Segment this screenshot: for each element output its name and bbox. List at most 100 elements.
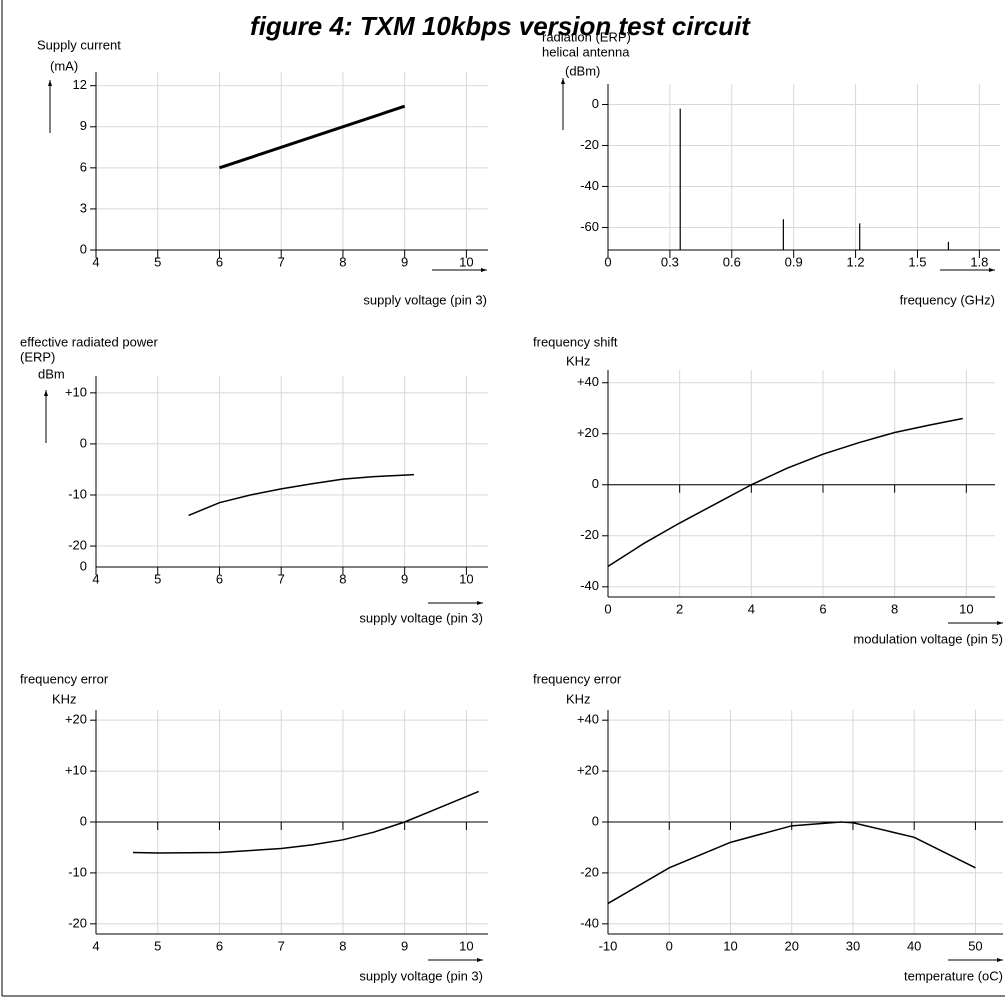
x-tick-label: 2: [676, 601, 683, 616]
y-tick-label: 0: [80, 435, 87, 450]
y-axis-label: (dBm): [565, 63, 600, 78]
x-tick-label: 0: [604, 254, 611, 269]
y-tick-label: 0: [592, 813, 599, 828]
y-arrow-head: [44, 390, 48, 396]
x-tick-label: 8: [339, 938, 346, 953]
y-tick-label: -40: [580, 178, 599, 193]
y-tick-label: -40: [580, 915, 599, 930]
x-tick-label: 20: [784, 938, 798, 953]
x-tick-label: 1.8: [970, 254, 988, 269]
y-tick-label: -10: [68, 486, 87, 501]
x-tick-label: 7: [278, 571, 285, 586]
y-axis-label: effective radiated power: [20, 334, 158, 349]
y-axis-label: (mA): [50, 58, 78, 73]
x-tick-label: 4: [92, 571, 99, 586]
x-tick-label: 4: [92, 938, 99, 953]
x-axis-label: temperature (oC): [904, 968, 1003, 983]
y-axis-label: (ERP): [20, 349, 55, 364]
figure-title: figure 4: TXM 10kbps version test circui…: [250, 11, 751, 41]
y-axis-label: frequency shift: [533, 334, 618, 349]
y-tick-label: 0: [80, 813, 87, 828]
x-tick-label: 1.2: [847, 254, 865, 269]
x-tick-label: 6: [216, 254, 223, 269]
x-tick-label: -10: [599, 938, 618, 953]
y-tick-label: 0: [592, 96, 599, 111]
x-tick-label: 0.9: [785, 254, 803, 269]
x-tick-label: 50: [968, 938, 982, 953]
y-tick-label: 9: [80, 118, 87, 133]
x-axis-label: supply voltage (pin 3): [359, 968, 483, 983]
y-axis-label: radiation (ERP): [542, 29, 631, 44]
x-arrow-head: [997, 958, 1003, 962]
y-tick-label: -40: [580, 578, 599, 593]
y-axis-end-label: 0: [80, 558, 87, 573]
y-axis-label: dBm: [38, 366, 65, 381]
y-tick-label: 0: [80, 241, 87, 256]
x-tick-label: 5: [154, 571, 161, 586]
y-tick-label: +40: [577, 374, 599, 389]
x-tick-label: 1.5: [908, 254, 926, 269]
y-tick-label: +20: [577, 763, 599, 778]
x-tick-label: 8: [339, 571, 346, 586]
x-tick-label: 10: [959, 601, 973, 616]
y-axis-label: KHz: [566, 353, 591, 368]
y-axis-label: KHz: [52, 691, 77, 706]
x-arrow-head: [989, 268, 995, 272]
x-tick-label: 10: [459, 254, 473, 269]
y-arrow-head: [561, 78, 565, 84]
x-axis-label: supply voltage (pin 3): [359, 610, 483, 625]
x-tick-label: 5: [154, 254, 161, 269]
x-tick-label: 7: [278, 938, 285, 953]
x-axis-label: modulation voltage (pin 5): [853, 631, 1003, 646]
x-tick-label: 6: [216, 938, 223, 953]
x-tick-label: 10: [723, 938, 737, 953]
x-tick-label: 6: [216, 571, 223, 586]
x-tick-label: 6: [819, 601, 826, 616]
data-line: [607, 821, 976, 905]
x-axis-label: supply voltage (pin 3): [363, 292, 487, 307]
y-axis-label: frequency error: [20, 671, 109, 686]
y-tick-label: +40: [577, 712, 599, 727]
x-tick-label: 8: [891, 601, 898, 616]
y-tick-label: 3: [80, 200, 87, 215]
data-line: [607, 417, 963, 568]
x-tick-label: 10: [459, 571, 473, 586]
y-tick-label: -10: [68, 864, 87, 879]
x-tick-label: 0: [666, 938, 673, 953]
y-tick-label: -20: [580, 864, 599, 879]
x-axis-label: frequency (GHz): [900, 292, 995, 307]
data-line: [188, 473, 414, 517]
y-tick-label: -60: [580, 219, 599, 234]
x-arrow-head: [997, 621, 1003, 625]
x-tick-label: 4: [748, 601, 755, 616]
y-tick-label: +20: [65, 712, 87, 727]
y-axis-label: KHz: [566, 691, 591, 706]
x-tick-label: 5: [154, 938, 161, 953]
x-tick-label: 0.3: [661, 254, 679, 269]
y-tick-label: -20: [68, 915, 87, 930]
y-tick-label: -20: [580, 137, 599, 152]
y-axis-label: helical antenna: [542, 44, 630, 59]
x-tick-label: 9: [401, 254, 408, 269]
y-tick-label: 6: [80, 159, 87, 174]
x-tick-label: 9: [401, 571, 408, 586]
y-tick-label: -20: [580, 527, 599, 542]
x-tick-label: 4: [92, 254, 99, 269]
x-arrow-head: [481, 268, 487, 272]
y-axis-label: frequency error: [533, 671, 622, 686]
x-tick-label: 10: [459, 938, 473, 953]
x-tick-label: 7: [278, 254, 285, 269]
x-tick-label: 0: [604, 601, 611, 616]
x-arrow-head: [477, 601, 483, 605]
x-tick-label: 8: [339, 254, 346, 269]
y-axis-label: Supply current: [37, 37, 121, 52]
data-line: [133, 790, 480, 854]
y-tick-label: +10: [65, 384, 87, 399]
y-tick-label: 12: [73, 77, 87, 92]
x-tick-label: 40: [907, 938, 921, 953]
x-tick-label: 30: [846, 938, 860, 953]
x-tick-label: 9: [401, 938, 408, 953]
x-tick-label: 0.6: [723, 254, 741, 269]
y-arrow-head: [48, 80, 52, 86]
